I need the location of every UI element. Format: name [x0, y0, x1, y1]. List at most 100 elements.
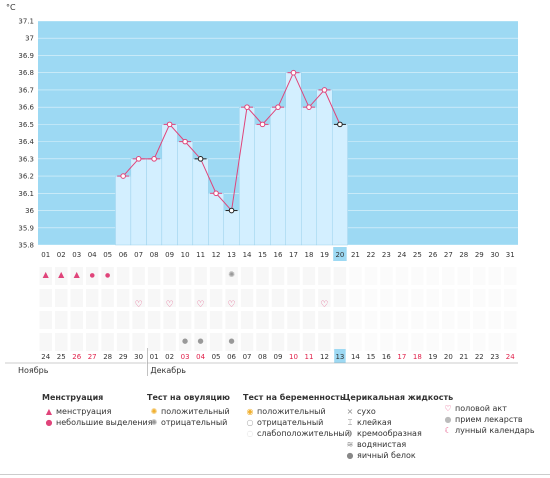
event-cell	[380, 289, 393, 307]
event-cell	[442, 311, 455, 329]
temperature-bar	[316, 89, 333, 246]
legend-item: ◌ слабоположительный	[243, 428, 350, 439]
event-cell	[163, 333, 176, 351]
date-label: 06	[227, 353, 236, 361]
temperature-bar	[301, 106, 317, 246]
date-label: 03	[181, 353, 190, 361]
y-tick-label: 36.4	[18, 138, 34, 146]
event-cell	[147, 333, 161, 351]
event-cell	[380, 333, 393, 351]
legend-other: ♡ половой акт ● прием лекарств ☾ лунный кал…	[441, 403, 535, 436]
legend-item: ☾ лунный календарь	[441, 425, 534, 436]
date-label: 11	[305, 353, 314, 361]
day-label: 15	[258, 251, 267, 259]
event-cell	[85, 333, 99, 351]
event-cell	[504, 333, 517, 351]
event-cell	[426, 333, 440, 351]
circle-weak-icon: ◌	[246, 429, 254, 438]
legend-menstruation: Менструация ▲ менструация ● небольшие выде…	[42, 392, 153, 428]
data-point	[213, 190, 219, 197]
day-label: 07	[134, 251, 143, 259]
event-cell	[426, 267, 440, 285]
event-cell	[504, 267, 517, 285]
event-cell	[132, 267, 145, 285]
date-label: 09	[274, 353, 283, 361]
event-cell	[225, 267, 238, 285]
data-point	[275, 104, 281, 110]
day-label: 30	[490, 251, 499, 259]
temperature-bar	[130, 158, 147, 246]
day-label: 09	[165, 251, 174, 259]
y-tick-label: 36.6	[18, 104, 34, 112]
menstruation-icon: ▲	[58, 270, 65, 279]
event-cell	[411, 267, 424, 285]
event-cell	[209, 311, 223, 329]
event-cell	[271, 311, 285, 329]
legend-item: ○ отрицательный	[243, 417, 350, 428]
event-cell	[488, 311, 502, 329]
day-label: 24	[397, 251, 406, 259]
sun-gray-icon: ✺	[228, 270, 235, 279]
event-cell	[54, 311, 68, 329]
day-label: 01	[41, 251, 50, 259]
temperature-bar	[177, 141, 194, 246]
event-cell	[147, 311, 161, 329]
date-label: 29	[119, 353, 128, 361]
temperature-bar	[285, 72, 302, 246]
watery-icon: ≋	[346, 440, 354, 449]
day-label: 16	[274, 251, 283, 259]
heart-icon: ♡	[166, 300, 174, 310]
event-cell	[426, 289, 440, 307]
day-label: 06	[119, 251, 128, 259]
event-cell	[473, 267, 486, 285]
event-cell	[395, 333, 409, 351]
y-tick-label: 37.1	[18, 18, 34, 26]
day-label: 02	[57, 251, 66, 259]
heart-icon: ♡	[197, 300, 205, 310]
event-cell	[209, 333, 223, 351]
event-cell	[302, 333, 316, 351]
event-cell	[132, 311, 145, 329]
event-cell	[333, 267, 347, 285]
data-point	[321, 87, 328, 93]
event-cell	[457, 311, 471, 329]
date-label: 21	[459, 353, 468, 361]
data-point	[182, 138, 188, 145]
event-cell	[411, 333, 424, 351]
date-label: 20	[444, 353, 453, 361]
event-cell	[333, 311, 347, 329]
day-label: 03	[72, 251, 81, 259]
event-cell	[271, 333, 285, 351]
temperature-chart: 37.1 37 36.9 36.8 36.7 36.6 36.5 36.4 36.3 36.2 36…	[5, 3, 518, 376]
event-cell	[101, 289, 114, 307]
day-label: 27	[444, 251, 453, 259]
day-label: 18	[305, 251, 314, 259]
event-cell	[349, 333, 362, 351]
legend-item: × сухо	[343, 406, 453, 417]
circle-positive-icon: ◉	[246, 407, 254, 416]
date-label: 16	[382, 353, 391, 361]
event-cell	[240, 267, 254, 285]
event-cell	[116, 267, 130, 285]
event-cell	[318, 289, 331, 307]
event-cell	[240, 289, 254, 307]
sun-gray-icon: ✺	[150, 418, 158, 427]
event-cell	[178, 311, 192, 329]
heart-icon: ♡	[320, 300, 328, 310]
event-cell	[488, 267, 502, 285]
data-point	[151, 156, 157, 162]
temperature-bar	[331, 124, 348, 246]
y-tick-label: 37	[25, 35, 34, 43]
legend-item: ⌶ клейкая	[343, 417, 453, 428]
legend-item: ♡ половой акт	[441, 403, 535, 414]
event-cell	[39, 267, 52, 285]
legend-item: ≋ водянистая	[343, 439, 453, 450]
heart-icon: ♡	[444, 404, 452, 413]
day-highlight	[333, 247, 347, 261]
event-cell	[54, 289, 68, 307]
legend-item: ✺ положительный	[147, 406, 230, 417]
event-cell	[163, 311, 176, 329]
date-label: 27	[88, 353, 97, 361]
date-label: 13	[335, 353, 344, 361]
temperature-bar	[115, 175, 132, 246]
